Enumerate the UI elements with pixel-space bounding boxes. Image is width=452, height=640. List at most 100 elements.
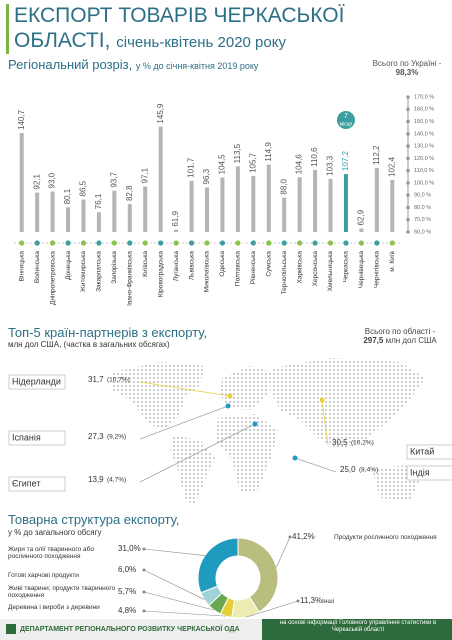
y-tick-label: 80,0 %: [414, 205, 431, 211]
value-label: 5,7%: [118, 587, 136, 596]
category-dot: [327, 240, 334, 246]
x-tick-label: Харківська: [295, 251, 303, 284]
country-box: [406, 444, 452, 460]
y-tick: [406, 168, 410, 173]
country-name: Іспанія: [12, 432, 41, 442]
title-line2: ОБЛАСТІ, січень-квітень 2020 року: [14, 29, 286, 52]
x-tick-label: Миколаївська: [204, 251, 211, 293]
category-dot: [96, 240, 102, 246]
y-tick-label: 90,0 %: [414, 193, 431, 199]
value-label: 110,6: [310, 147, 319, 167]
value-label: 93,0: [48, 172, 57, 188]
bar: [343, 174, 348, 232]
bar: [174, 229, 179, 232]
pie-subtitle: у % до загального обсягу: [8, 528, 102, 537]
value-label: 114,9: [264, 142, 273, 162]
ukraine-total-value: 98,3%: [395, 67, 419, 77]
value-label: 86,5: [79, 180, 88, 196]
partners-total-value: 297,5: [363, 335, 384, 345]
country-share: (10,2%): [351, 440, 374, 447]
title-line1: ЕКСПОРТ ТОВАРІВ ЧЕРКАСЬКОЇ: [14, 4, 345, 27]
bar: [143, 186, 148, 232]
bar: [359, 228, 364, 232]
bar-title: Регіональний розріз, у % до січня-квітня…: [8, 57, 258, 72]
x-tick-label: Житомирська: [80, 251, 87, 292]
category-label: Інші: [322, 598, 335, 605]
country-name: Нідерланди: [12, 376, 61, 386]
bar: [266, 164, 271, 232]
category-label: Деревина і вироби з деревини: [8, 604, 100, 611]
bar: [235, 166, 240, 232]
leader-dot: [296, 599, 300, 603]
category-dot: [235, 240, 241, 246]
category-dot: [173, 240, 179, 246]
country-box: [8, 476, 66, 492]
x-tick-label: Донецька: [65, 251, 72, 280]
rank-label: місце: [340, 121, 353, 127]
bar: [251, 175, 256, 232]
rank-badge: [336, 111, 355, 129]
country-value: 27,3: [88, 432, 104, 441]
category-dot: [158, 240, 164, 246]
country-value: 30,5: [332, 438, 348, 447]
bar: [390, 179, 395, 232]
category-dot: [127, 240, 133, 246]
category-dot: [204, 240, 210, 246]
leader-line: [143, 569, 205, 600]
value-label: 88,0: [279, 179, 288, 195]
y-tick: [406, 205, 410, 210]
value-label: 6,0%: [118, 565, 136, 574]
category-dot: [111, 240, 117, 246]
leader-line: [143, 548, 205, 556]
footer-source: на основі інформації Головного управлінн…: [279, 620, 437, 633]
y-tick: [406, 132, 410, 136]
country-dot: [227, 393, 233, 399]
leader-dot: [142, 568, 146, 572]
category-label: Готові харчові продукти: [8, 572, 79, 579]
pie-title: Товарна структура експорту,: [8, 512, 180, 527]
x-tick-label: Сумська: [265, 251, 272, 277]
bar: [297, 177, 302, 232]
x-tick-label: Тернопільська: [280, 251, 288, 295]
category-label: Продукти рослинного походження: [334, 534, 437, 541]
country-share: (9,2%): [107, 434, 126, 441]
value-label: 105,7: [248, 152, 257, 173]
ukraine-total: Всього по Україні -98,3%: [368, 59, 446, 78]
value-label: 76,1: [94, 193, 103, 209]
y-tick: [406, 156, 410, 161]
footer-icon: [6, 624, 16, 634]
donut-slice: [197, 537, 239, 594]
title-period: січень-квітень 2020 року: [116, 34, 286, 51]
y-tick: [406, 193, 410, 197]
y-tick-label: 150,0 %: [414, 119, 434, 125]
category-label: Жири та олії тваринного або рослинного п…: [8, 546, 94, 561]
partners-subtitle: млн дол США, (частка в загальних обсягах…: [8, 340, 170, 349]
y-tick-label: 160,0 %: [414, 107, 434, 113]
value-label: 112,2: [372, 145, 381, 165]
bar: [50, 191, 55, 232]
value-label: 31,0%: [118, 544, 141, 553]
country-value: 31,7: [88, 375, 104, 384]
x-tick-label: Закарпатська: [96, 251, 103, 292]
rank: 7: [344, 113, 348, 120]
value-label: 92,1: [32, 173, 41, 189]
leader-dot: [142, 609, 146, 613]
category-dot: [343, 240, 349, 246]
category-dot: [34, 240, 40, 246]
y-tick-label: 120,0 %: [414, 156, 434, 162]
bar-title-text: Регіональний розріз,: [8, 57, 133, 72]
bar: [220, 177, 225, 232]
leader-line: [139, 405, 229, 440]
x-tick-label: Луганська: [173, 251, 180, 282]
y-tick: [406, 181, 410, 185]
value-label: 140,7: [17, 109, 26, 130]
y-tick: [406, 95, 410, 99]
bar: [374, 167, 379, 232]
partners-total: Всього по області -297,5 млн дол США: [352, 327, 448, 346]
leader-line: [139, 381, 231, 397]
value-label: 103,3: [326, 155, 335, 176]
y-tick: [406, 217, 410, 222]
value-label: 61,9: [171, 211, 180, 227]
y-tick-label: 140,0 %: [414, 131, 434, 137]
